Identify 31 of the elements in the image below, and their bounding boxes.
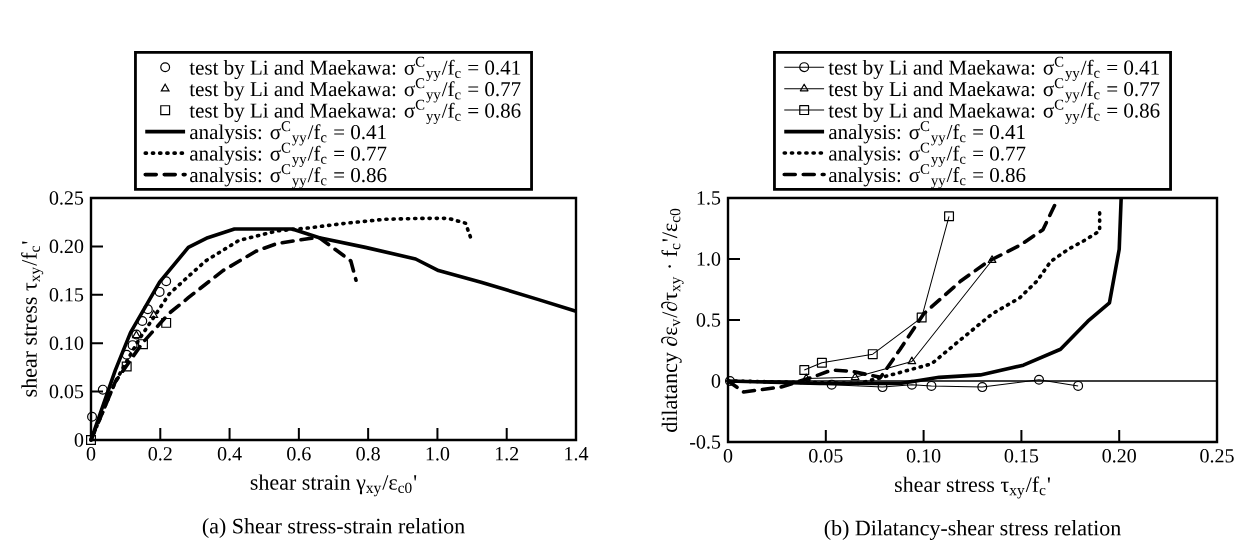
y-tick-label: 0.5 xyxy=(696,313,721,327)
y-tick-label: 0.20 xyxy=(49,239,84,254)
x-axis-title: shear strain γ$_{xy}$/ε$_{c0}$' xyxy=(250,474,417,497)
y-tick-label: 0.15 xyxy=(49,288,84,302)
x-tick-label: 0 xyxy=(86,447,96,461)
x-axis-title: shear stress τ$_{xy}$/f$_{c}$' xyxy=(895,476,1050,499)
y-tick-label: 0 xyxy=(711,374,721,388)
x-tick-label: 0.6 xyxy=(287,447,311,461)
x-tick-label: 0.25 xyxy=(1200,449,1234,463)
x-tick-label: 0.15 xyxy=(1004,449,1039,463)
y-tick-label: 0.10 xyxy=(49,336,84,350)
x-tick-label: 0.4 xyxy=(217,447,242,461)
x-tick-label: 0.10 xyxy=(906,449,941,463)
y-axis-title: shear stress τ$_{xy}$/f$_{c}$' xyxy=(21,241,44,397)
y-axis-title: dilatancy ∂ε$_{v}$/∂τ$_{xy}$ · f$_{c}$'/ε$_{c0}$ xyxy=(661,208,684,432)
y-tick-label: 0.05 xyxy=(49,384,84,399)
x-tick-label: 0 xyxy=(723,449,733,463)
x-tick-label: 1.2 xyxy=(495,447,519,461)
x-tick-label: 1.4 xyxy=(565,447,589,461)
y-tick-label: 1.0 xyxy=(697,252,721,266)
x-tick-label: 0.05 xyxy=(809,449,843,463)
x-tick-label: 1.0 xyxy=(426,447,450,461)
text: (b) Dilatancy-shear stress relation xyxy=(824,520,1121,540)
y-tick-label: 0 xyxy=(74,433,84,447)
y-tick-label: 0.25 xyxy=(49,191,84,205)
text: (a) Shear stress-strain relation xyxy=(202,518,465,538)
y-tick-label: -0.5 xyxy=(690,435,721,449)
x-tick-label: 0.8 xyxy=(356,447,380,461)
x-tick-label: 0.20 xyxy=(1102,449,1136,463)
x-tick-label: 0.2 xyxy=(148,447,172,461)
y-tick-label: 1.5 xyxy=(697,191,721,205)
